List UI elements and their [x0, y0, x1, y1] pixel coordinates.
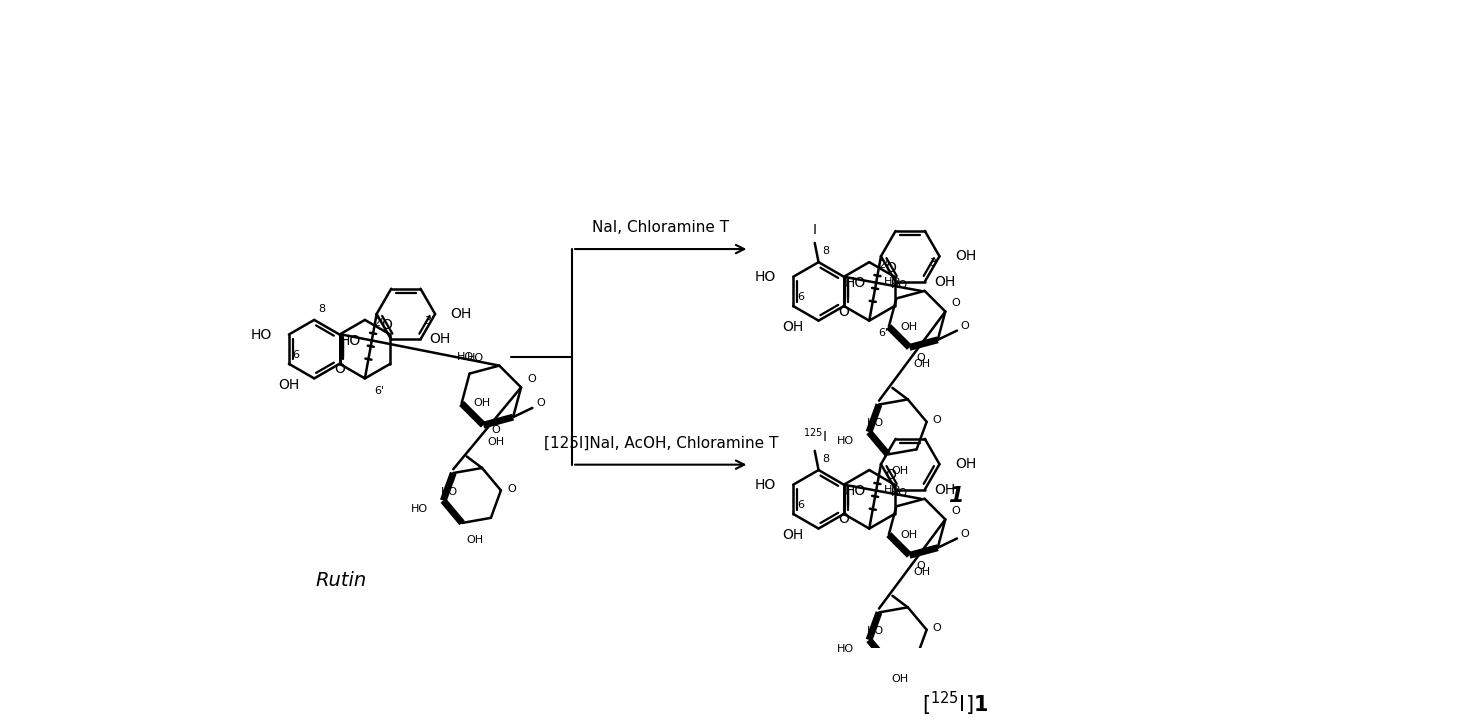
Text: OH: OH — [782, 528, 804, 542]
Text: OH: OH — [891, 674, 909, 684]
Text: O: O — [932, 415, 941, 425]
Text: O: O — [916, 353, 925, 363]
Text: O: O — [932, 623, 941, 633]
Text: 8: 8 — [822, 246, 829, 256]
Text: OH: OH — [954, 249, 976, 264]
Text: 3': 3' — [929, 258, 940, 268]
Text: OH: OH — [954, 457, 976, 471]
Text: [125I]NaI, AcOH, Chloramine T: [125I]NaI, AcOH, Chloramine T — [543, 436, 778, 451]
Text: O: O — [838, 304, 850, 319]
Text: HO: HO — [844, 276, 866, 290]
Text: 6: 6 — [292, 350, 299, 360]
Text: Rutin: Rutin — [316, 571, 367, 590]
Text: OH: OH — [900, 529, 918, 539]
Text: HO: HO — [866, 419, 884, 428]
Text: HO: HO — [339, 333, 361, 348]
Text: O: O — [962, 321, 969, 331]
Text: 6': 6' — [374, 386, 385, 396]
Text: HO: HO — [891, 488, 907, 498]
Text: O: O — [885, 468, 895, 483]
Text: O: O — [506, 484, 515, 494]
Text: OH: OH — [473, 398, 490, 408]
Text: O: O — [536, 398, 545, 408]
Text: 1: 1 — [948, 486, 963, 506]
Text: O: O — [490, 425, 499, 435]
Text: HO: HO — [755, 478, 777, 491]
Text: $[^{125}$I$]\mathbf{1}$: $[^{125}$I$]\mathbf{1}$ — [922, 690, 988, 719]
Text: OH: OH — [891, 466, 909, 476]
Text: OH: OH — [451, 307, 471, 321]
Text: 6': 6' — [878, 328, 888, 339]
Text: O: O — [838, 513, 850, 526]
Text: 6: 6 — [797, 500, 804, 510]
Text: OH: OH — [934, 274, 956, 288]
Text: O: O — [885, 261, 895, 274]
Text: 8: 8 — [822, 454, 829, 464]
Text: 8: 8 — [319, 304, 326, 314]
Text: OH: OH — [487, 437, 505, 447]
Text: OH: OH — [900, 322, 918, 332]
Text: OH: OH — [430, 333, 451, 347]
Text: OH: OH — [465, 534, 483, 545]
Text: HO: HO — [891, 280, 907, 290]
Text: HO: HO — [411, 505, 427, 515]
Text: HO: HO — [467, 353, 484, 363]
Text: O: O — [382, 318, 392, 332]
Text: OH: OH — [934, 483, 956, 496]
Text: HO: HO — [251, 328, 272, 341]
Text: I: I — [813, 223, 816, 237]
Text: HO: HO — [884, 277, 901, 287]
Text: NaI, Chloramine T: NaI, Chloramine T — [592, 220, 730, 235]
Text: O: O — [951, 506, 960, 515]
Text: O: O — [527, 373, 536, 384]
Text: O: O — [951, 298, 960, 308]
Text: OH: OH — [782, 320, 804, 334]
Text: 2': 2' — [878, 260, 888, 270]
Text: HO: HO — [866, 626, 884, 636]
Text: OH: OH — [913, 567, 931, 577]
Text: $^{125}$I: $^{125}$I — [803, 426, 826, 445]
Text: HO: HO — [837, 644, 853, 654]
Text: HO: HO — [755, 270, 777, 284]
Text: O: O — [962, 529, 969, 539]
Text: OH: OH — [913, 359, 931, 369]
Text: HO: HO — [844, 484, 866, 498]
Text: HO: HO — [457, 352, 474, 362]
Text: HO: HO — [884, 485, 901, 495]
Text: 2': 2' — [373, 318, 383, 328]
Text: HO: HO — [440, 487, 458, 497]
Text: O: O — [916, 561, 925, 571]
Text: OH: OH — [279, 378, 299, 392]
Text: O: O — [335, 363, 345, 376]
Text: HO: HO — [837, 436, 853, 446]
Text: 6: 6 — [797, 292, 804, 302]
Text: 3': 3' — [424, 315, 435, 325]
